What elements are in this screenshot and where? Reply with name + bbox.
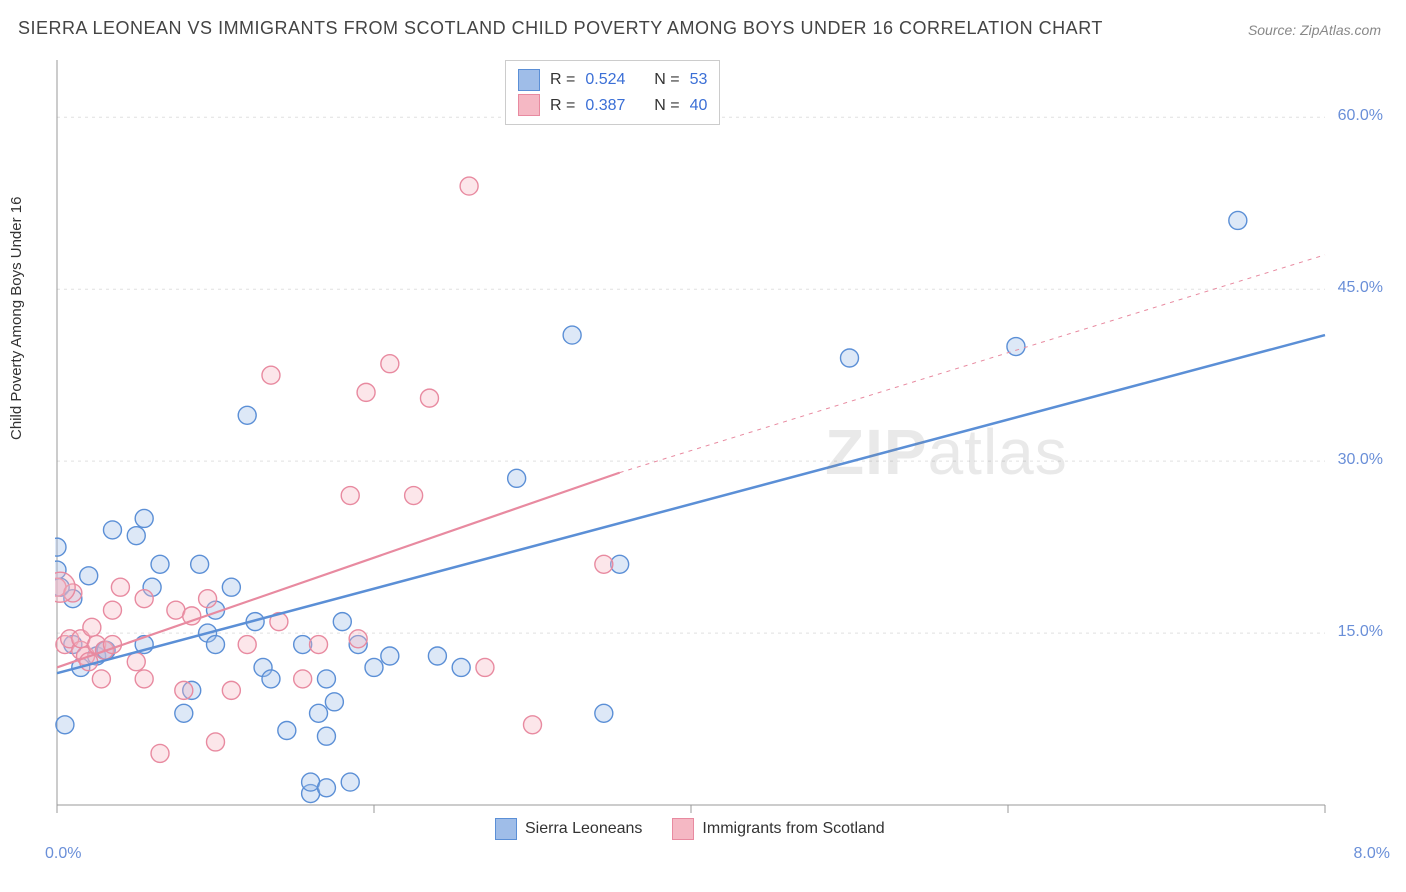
n-value-1: 53 [690,67,708,93]
y-axis-label: Child Poverty Among Boys Under 16 [8,197,25,440]
legend-row-1: R = 0.524 N = 53 [518,67,707,93]
n-label: N = [654,67,679,93]
chart-title: SIERRA LEONEAN VS IMMIGRANTS FROM SCOTLA… [18,18,1103,39]
x-tick-max: 8.0% [1354,845,1390,863]
chart-area: ZIPatlas R = 0.524 N = 53 R = 0.387 N = … [55,55,1385,835]
series-1-name: Sierra Leoneans [525,820,642,838]
r-label: R = [550,93,575,119]
x-tick-min: 0.0% [45,845,81,863]
n-label: N = [654,93,679,119]
y-tick-label: 45.0% [1338,279,1383,297]
correlation-legend: R = 0.524 N = 53 R = 0.387 N = 40 [505,60,720,125]
swatch-series-2 [672,818,694,840]
y-tick-label: 30.0% [1338,451,1383,469]
legend-row-2: R = 0.387 N = 40 [518,93,707,119]
swatch-series-1 [495,818,517,840]
y-tick-label: 60.0% [1338,107,1383,125]
source-attribution: Source: ZipAtlas.com [1248,22,1381,38]
legend-item-1: Sierra Leoneans [495,818,642,840]
scatter-plot [55,55,1385,835]
swatch-series-1 [518,69,540,91]
y-tick-label: 15.0% [1338,623,1383,641]
r-label: R = [550,67,575,93]
n-value-2: 40 [690,93,708,119]
r-value-2: 0.387 [585,93,625,119]
legend-item-2: Immigrants from Scotland [672,818,884,840]
swatch-series-2 [518,94,540,116]
series-legend: Sierra Leoneans Immigrants from Scotland [495,818,885,840]
series-2-name: Immigrants from Scotland [702,820,884,838]
r-value-1: 0.524 [585,67,625,93]
